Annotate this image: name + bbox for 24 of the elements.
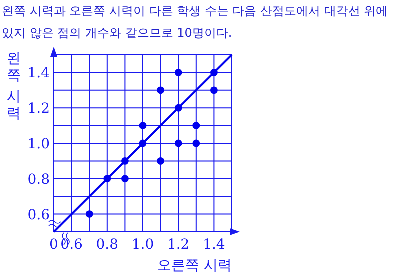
x-tick-label: 1.0 <box>132 237 154 253</box>
y-tick-label: 1.4 <box>28 66 50 82</box>
point <box>122 175 129 183</box>
y-tick-label: 1.0 <box>28 136 50 152</box>
point <box>157 86 164 94</box>
point <box>174 140 182 148</box>
point <box>86 210 94 218</box>
point <box>174 69 182 76</box>
chart-title: 왼쪽 시력과 오른쪽 시력이 다른 학생 수는 다음 산점도에서 대각선 위에 있지 않은 점의 개수와 같으므로 10명이다. <box>2 3 390 42</box>
x-tick-label: 0 <box>50 237 58 253</box>
x-axis-title: 오른쪽 시력 <box>158 258 232 274</box>
point <box>139 122 147 130</box>
x-tick-label: 1.4 <box>203 237 226 253</box>
x-tick-label: 0.8 <box>96 237 119 253</box>
point <box>192 122 200 130</box>
y-tick-label: 1.2 <box>28 101 50 118</box>
x-tick-label: 1.2 <box>167 237 190 253</box>
point <box>210 86 218 94</box>
point <box>157 158 164 165</box>
x-tick-label: 0.6 <box>60 237 84 253</box>
y-tick-label: 0.8 <box>28 172 50 188</box>
y-tick-label: 0.6 <box>28 207 50 224</box>
y-axis-title: 왼쪽 시력 <box>7 51 21 122</box>
point <box>192 140 200 148</box>
